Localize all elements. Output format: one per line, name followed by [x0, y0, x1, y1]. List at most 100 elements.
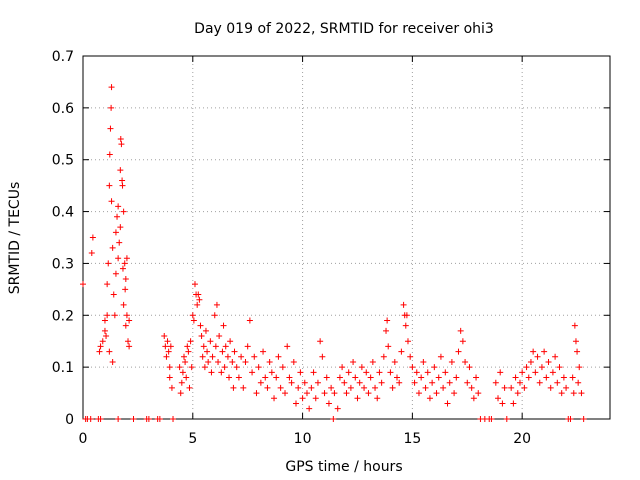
data-point: [400, 301, 407, 308]
data-point: [545, 358, 552, 365]
data-point: [204, 348, 211, 355]
data-point: [580, 416, 587, 422]
data-point: [246, 317, 253, 324]
data-point: [119, 177, 126, 184]
data-point: [107, 125, 114, 132]
data-point: [108, 104, 115, 111]
data-point: [187, 338, 194, 345]
data-point: [275, 353, 282, 360]
data-point: [503, 416, 510, 422]
data-point: [101, 317, 108, 324]
data-point: [166, 364, 173, 371]
data-point: [114, 213, 121, 220]
data-point: [455, 348, 462, 355]
data-point: [220, 322, 227, 329]
data-point: [163, 353, 170, 360]
data-point: [306, 405, 313, 412]
data-point: [106, 348, 113, 355]
data-point: [429, 379, 436, 386]
data-point: [110, 291, 117, 298]
data-point: [123, 312, 130, 319]
data-point: [195, 291, 202, 298]
data-point: [207, 338, 214, 345]
data-point: [413, 369, 420, 376]
data-point: [104, 312, 111, 319]
data-point: [352, 374, 359, 381]
data-point: [184, 343, 191, 350]
data-point: [301, 379, 308, 386]
data-point: [233, 364, 240, 371]
data-point: [343, 390, 350, 397]
data-point: [404, 338, 411, 345]
data-point: [508, 384, 515, 391]
data-points: [80, 84, 587, 422]
data-point: [130, 416, 137, 422]
data-point: [108, 198, 115, 205]
data-point: [273, 374, 280, 381]
data-point: [576, 364, 583, 371]
data-point: [466, 364, 473, 371]
data-point: [88, 250, 95, 257]
data-point: [431, 364, 438, 371]
data-point: [325, 400, 332, 407]
data-point: [440, 384, 447, 391]
data-point: [279, 364, 286, 371]
data-point: [569, 374, 576, 381]
data-point: [378, 379, 385, 386]
data-point: [459, 338, 466, 345]
data-point: [120, 301, 127, 308]
data-point: [334, 405, 341, 412]
y-tick-label: 0.4: [52, 205, 74, 221]
data-point: [356, 379, 363, 386]
data-point: [89, 234, 96, 241]
data-point: [339, 364, 346, 371]
data-point: [499, 400, 506, 407]
data-point: [391, 358, 398, 365]
data-point: [122, 286, 129, 293]
data-point: [115, 203, 122, 210]
data-point: [266, 358, 273, 365]
data-point: [215, 358, 222, 365]
data-point: [123, 255, 130, 262]
data-point: [87, 416, 94, 422]
data-point: [402, 322, 409, 329]
data-point: [536, 379, 543, 386]
data-point: [310, 369, 317, 376]
data-point: [514, 390, 521, 397]
data-point: [554, 379, 561, 386]
data-point: [330, 416, 337, 422]
data-point: [262, 374, 269, 381]
y-tick-label: 0: [65, 412, 74, 428]
data-point: [253, 390, 260, 397]
data-point: [255, 364, 262, 371]
x-tick-label: 20: [513, 431, 531, 447]
data-point: [181, 353, 188, 360]
data-point: [525, 374, 532, 381]
data-point: [549, 369, 556, 376]
data-point: [409, 364, 416, 371]
data-point: [167, 343, 174, 350]
data-point: [372, 384, 379, 391]
data-point: [523, 364, 530, 371]
data-point: [161, 333, 168, 340]
data-point: [260, 348, 267, 355]
data-point: [145, 416, 152, 422]
data-point: [331, 390, 338, 397]
data-point: [384, 317, 391, 324]
data-point: [104, 281, 111, 288]
data-point: [205, 358, 212, 365]
data-point: [367, 374, 374, 381]
data-point: [116, 239, 123, 246]
data-point: [213, 301, 220, 308]
data-point: [321, 390, 328, 397]
data-point: [96, 348, 103, 355]
data-point: [105, 260, 112, 267]
data-point: [179, 369, 186, 376]
x-axis-ticks: 0 5 10 15 20: [79, 56, 531, 447]
data-point: [162, 343, 169, 350]
data-point: [216, 333, 223, 340]
data-point: [462, 358, 469, 365]
data-point: [501, 384, 508, 391]
data-point: [317, 338, 324, 345]
